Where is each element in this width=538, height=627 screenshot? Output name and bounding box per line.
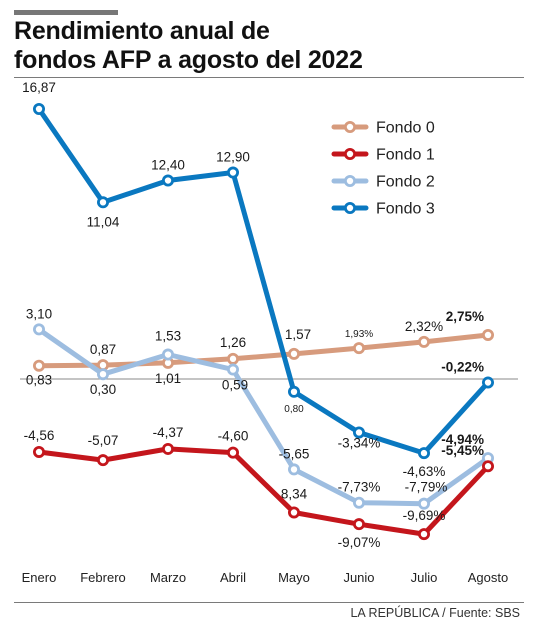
fondo3-point: [33, 102, 46, 115]
fondo0-data-label: 1,93%: [345, 329, 373, 340]
fondo3-point: [97, 196, 110, 209]
fondo2-data-label: 3,10: [26, 306, 52, 321]
fondo2-point: [226, 363, 239, 376]
fondo3-point: [226, 166, 239, 179]
fondo2-data-label: -7,73%: [338, 480, 381, 495]
fondo0-point: [352, 342, 365, 355]
x-tick-label: Julio: [411, 570, 438, 585]
x-tick-label: Febrero: [80, 570, 126, 585]
fondo2-data-label: -4,94%: [441, 432, 484, 447]
x-tick-label: Agosto: [468, 570, 508, 585]
title-accent-bar: [14, 10, 118, 15]
fondo0-data-label: 2,75%: [446, 309, 484, 324]
fondo3-point: [352, 426, 365, 439]
fondo1-data-label: -4,56: [24, 428, 55, 443]
legend-label: Fondo 3: [376, 201, 435, 218]
fondo1-data-label: -4,37: [153, 425, 184, 440]
fondo1-point: [417, 528, 430, 541]
fondo0-point: [481, 328, 494, 341]
fondo3-line: [36, 106, 491, 456]
fondo0-data-label: 0,87: [90, 342, 116, 357]
legend-label: Fondo 2: [376, 174, 435, 191]
fondo3-point: [481, 376, 494, 389]
fondo1-point: [33, 445, 46, 458]
chart-title: Rendimiento anual de fondos AFP a agosto…: [14, 17, 363, 74]
legend-swatch-marker: [343, 121, 356, 134]
fondo2-point: [97, 368, 110, 381]
fondo2-data-label: 1,53: [155, 329, 181, 344]
fondo0-data-label: 1,57: [285, 327, 311, 342]
fondo2-point: [287, 463, 300, 476]
fondo1-point: [226, 446, 239, 459]
fondo3-data-label: 0,80: [284, 404, 304, 415]
fondo2-data-label: -5,65: [279, 446, 310, 461]
fondo0-point: [33, 359, 46, 372]
fondo3-point: [287, 385, 300, 398]
fondo0-data-label: 2,32%: [405, 319, 443, 334]
fondo2-data-label: 0,59: [222, 378, 248, 393]
fondo1-point: [161, 442, 174, 455]
fondo2-data-label: -7,79%: [405, 480, 448, 495]
fondo1-point: [287, 506, 300, 519]
fondo2-line: [36, 326, 491, 507]
fondo2-point: [33, 323, 46, 336]
x-tick-label: Enero: [22, 570, 57, 585]
legend-swatch-marker: [343, 202, 356, 215]
legend-swatch-marker: [343, 148, 356, 161]
fondo0-point: [417, 335, 430, 348]
legend-swatch-marker: [343, 175, 356, 188]
fondo1-line: [36, 446, 491, 537]
fondo1-point: [481, 460, 494, 473]
fondo0-line: [36, 332, 491, 369]
fondo3-data-label: 16,87: [22, 80, 56, 95]
fondo0-point: [287, 347, 300, 360]
fondo2-point: [417, 497, 430, 510]
fondo3-point: [417, 447, 430, 460]
title-divider: [14, 77, 524, 78]
fondo3-data-label: 12,90: [216, 150, 250, 165]
fondo0-data-label: 1,01: [155, 371, 181, 386]
fondo1-point: [352, 518, 365, 531]
fondo2-point: [161, 348, 174, 361]
fondo3-data-label: 12,40: [151, 158, 185, 173]
x-tick-label: Abril: [220, 570, 246, 585]
fondo1-data-label: 8,34: [281, 486, 308, 501]
legend-label: Fondo 1: [376, 147, 435, 164]
x-tick-label: Marzo: [150, 570, 186, 585]
fondo1-data-label: -5,45%: [441, 443, 484, 458]
fondo1-point: [97, 454, 110, 467]
source-credit: LA REPÚBLICA / Fuente: SBS: [350, 606, 520, 620]
fondo2-data-label: 0,30: [90, 382, 116, 397]
legend-label: Fondo 0: [376, 120, 435, 137]
fondo0-data-label: 0,83: [26, 373, 52, 388]
fondo0-point: [226, 352, 239, 365]
fondo2-point: [352, 496, 365, 509]
fondo1-data-label: -9,69%: [403, 508, 446, 523]
x-tick-label: Junio: [343, 570, 374, 585]
x-tick-label: Mayo: [278, 570, 310, 585]
fondo3-data-label: -0,22%: [441, 360, 484, 375]
fondo3-data-label: -4,63%: [403, 464, 446, 479]
fondo1-data-label: -5,07: [88, 433, 119, 448]
fondo1-data-label: -4,60: [218, 429, 249, 444]
fondo0-data-label: 1,26: [220, 335, 246, 350]
fondo3-data-label: 11,04: [87, 214, 120, 229]
fondo3-data-label: -3,34%: [338, 435, 381, 450]
fondo3-point: [161, 174, 174, 187]
footer-divider: [14, 602, 524, 603]
fondo1-data-label: -9,07%: [338, 535, 381, 550]
line-chart: Enero Febrero Marzo Abril Mayo Junio Julio Agos…: [20, 80, 518, 585]
